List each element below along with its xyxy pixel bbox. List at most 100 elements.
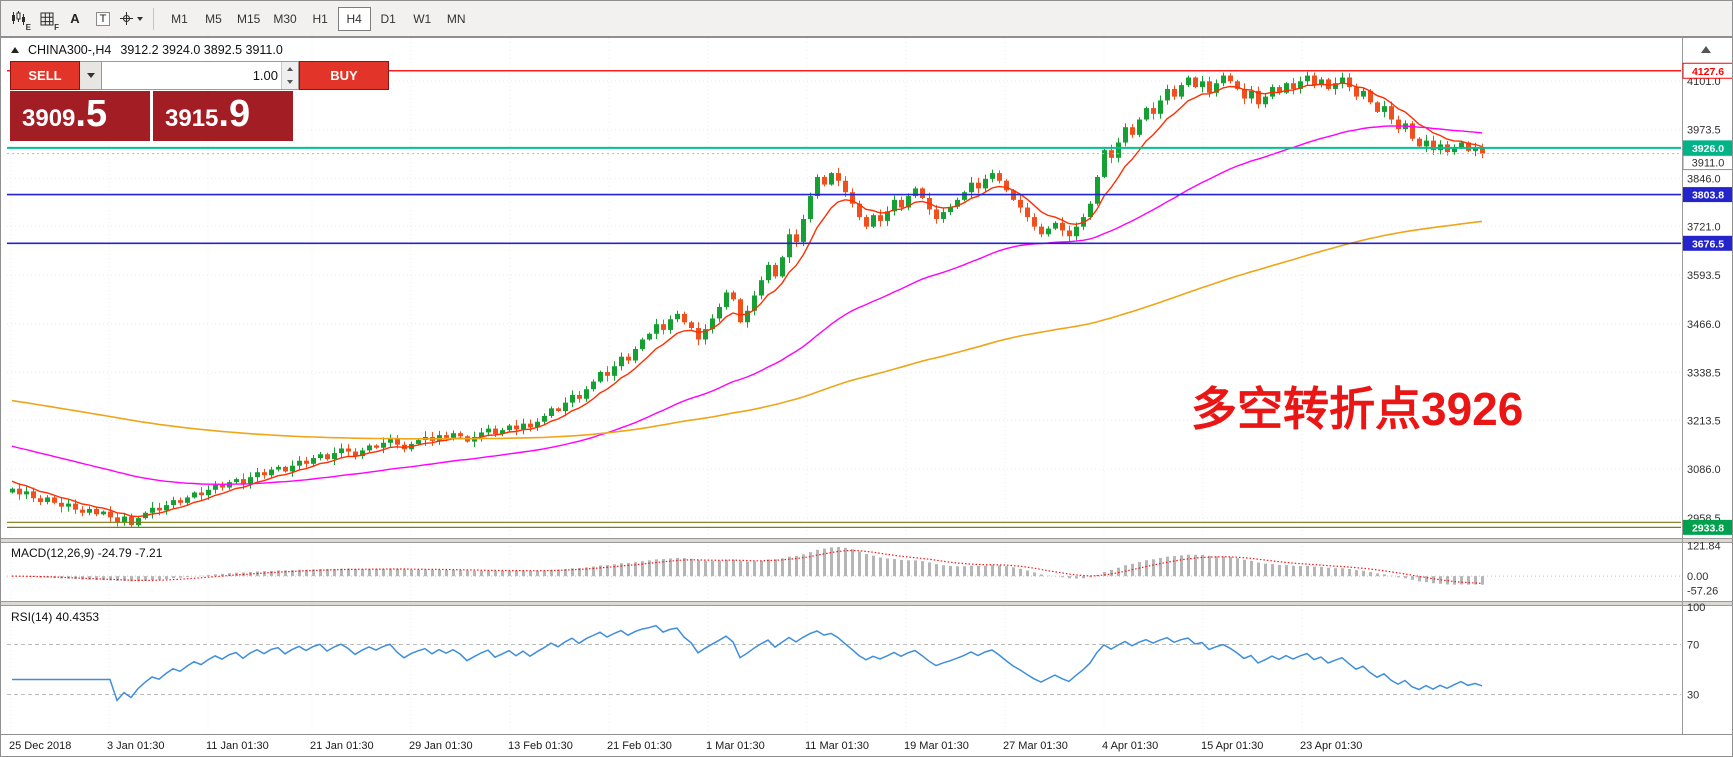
bear-candle xyxy=(262,472,267,476)
chart-shift-marker-icon[interactable] xyxy=(1701,46,1711,53)
chevron-down-icon xyxy=(86,73,95,78)
time-label: 21 Feb 01:30 xyxy=(607,740,672,752)
moving-averages xyxy=(11,82,1483,518)
volume-increase-button[interactable] xyxy=(282,62,298,76)
bear-candle xyxy=(94,508,99,515)
bear-candle xyxy=(682,313,687,323)
bull-candle xyxy=(787,234,792,258)
bull-candle xyxy=(780,257,785,277)
bear-candle xyxy=(444,435,449,438)
bull-candle xyxy=(955,199,960,207)
price-badge xyxy=(1683,140,1732,156)
time-axis[interactable]: 25 Dec 2018 3 Jan 01:30 11 Jan 01:30 21 Jan… xyxy=(9,740,1362,752)
bull-candle xyxy=(801,219,806,242)
volume-decrease-button[interactable] xyxy=(282,75,298,89)
price-axis[interactable]: 4101.0 3973.5 3846.0 3721.0 3593.5 3466.0 3338… xyxy=(1682,62,1733,535)
bull-candle xyxy=(633,349,638,361)
bear-candle xyxy=(1354,87,1359,97)
timeframe-button-d1[interactable]: D1 xyxy=(372,7,405,31)
bull-candle xyxy=(276,466,281,470)
crosshair-icon[interactable] xyxy=(118,6,144,32)
bull-candle xyxy=(619,356,624,367)
bear-candle xyxy=(794,234,799,242)
text-tool-icon[interactable]: T xyxy=(90,6,116,32)
grid-icon[interactable]: F xyxy=(34,6,60,32)
price-tick-label: 3721.0 xyxy=(1687,221,1721,233)
chart-grid xyxy=(7,38,1681,734)
bull-candle xyxy=(962,192,967,200)
bull-candle xyxy=(563,402,568,412)
volume-input[interactable] xyxy=(102,62,281,89)
bear-candle xyxy=(1326,79,1331,89)
crosshair-glyph xyxy=(120,12,133,25)
buy-price-pips: .9 xyxy=(218,93,251,135)
sell-price-display[interactable]: 3909.5 xyxy=(10,91,150,141)
bear-candle xyxy=(1025,207,1030,218)
horizontal-lines[interactable] xyxy=(7,70,1681,528)
bull-candle xyxy=(710,318,715,330)
bull-candle xyxy=(500,430,505,434)
timeframe-button-mn[interactable]: MN xyxy=(440,7,473,31)
buy-price-display[interactable]: 3915.9 xyxy=(153,91,293,141)
timeframe-button-w1[interactable]: W1 xyxy=(406,7,439,31)
bear-candle xyxy=(304,460,309,464)
bull-candle xyxy=(1340,77,1345,84)
bull-candle xyxy=(1158,100,1163,114)
timeframe-button-m1[interactable]: M1 xyxy=(163,7,196,31)
bear-candle xyxy=(1060,222,1065,231)
price-tick-label: 3973.5 xyxy=(1687,125,1721,137)
bull-candle xyxy=(871,215,876,227)
bear-candle xyxy=(80,509,85,513)
price-tick-label: 3086.0 xyxy=(1687,464,1721,476)
price-tick-label: 3846.0 xyxy=(1687,173,1721,185)
symbol-marker-icon[interactable] xyxy=(11,47,19,53)
timeframe-button-m30[interactable]: M30 xyxy=(267,7,302,31)
bear-candle xyxy=(899,199,904,208)
bull-candle xyxy=(290,465,295,472)
buy-button[interactable]: BUY xyxy=(299,61,389,90)
bull-candle xyxy=(136,518,141,525)
bear-candle xyxy=(773,264,778,277)
bull-candle xyxy=(591,381,596,390)
timeframe-button-m5[interactable]: M5 xyxy=(197,7,230,31)
bull-candle xyxy=(885,211,890,221)
macd-axis-label: 0.00 xyxy=(1687,571,1708,583)
bull-candle xyxy=(913,188,918,197)
time-label: 29 Jan 01:30 xyxy=(409,740,473,752)
bull-candle xyxy=(1179,85,1184,97)
timeframe-button-h1[interactable]: H1 xyxy=(304,7,337,31)
bull-candle xyxy=(269,469,274,476)
volume-dropdown-button[interactable] xyxy=(80,61,102,90)
bear-candle xyxy=(836,173,841,181)
bull-candle xyxy=(311,458,316,464)
bull-candle xyxy=(1074,226,1079,237)
bull-candle xyxy=(1424,140,1429,147)
price-badge-label: 3803.8 xyxy=(1692,190,1724,202)
panel-separator[interactable] xyxy=(1,538,1733,543)
bar-chart-icon[interactable]: E xyxy=(6,6,32,32)
sell-button[interactable]: SELL xyxy=(10,61,80,90)
bear-candle xyxy=(241,479,246,484)
current-price-label: 3911.0 xyxy=(1692,158,1725,170)
pointer-tool-icon[interactable]: A xyxy=(62,6,88,32)
timeframe-button-m15[interactable]: M15 xyxy=(231,7,266,31)
price-tick-label: 3213.5 xyxy=(1687,415,1721,427)
price-badge-label: 2933.8 xyxy=(1692,522,1724,534)
bull-candle xyxy=(192,492,197,498)
bear-candle xyxy=(1109,150,1114,158)
bear-candle xyxy=(1193,77,1198,88)
macd-panel: 121.84 0.00 -57.26 xyxy=(7,541,1721,598)
bear-candle xyxy=(920,188,925,198)
bear-candle xyxy=(325,454,330,460)
time-label: 1 Mar 01:30 xyxy=(706,740,765,752)
bear-candle xyxy=(822,176,827,185)
panel-separator[interactable] xyxy=(1,601,1733,606)
bear-candle xyxy=(1417,138,1422,147)
bull-candle xyxy=(1088,203,1093,218)
one-click-trading-panel: SELL BUY 3909.5 3915.9 xyxy=(10,61,389,141)
bull-candle xyxy=(1459,142,1464,148)
slow-ma-line xyxy=(11,220,1483,440)
timeframe-button-h4[interactable]: H4 xyxy=(337,6,371,31)
bear-candle xyxy=(661,324,666,330)
